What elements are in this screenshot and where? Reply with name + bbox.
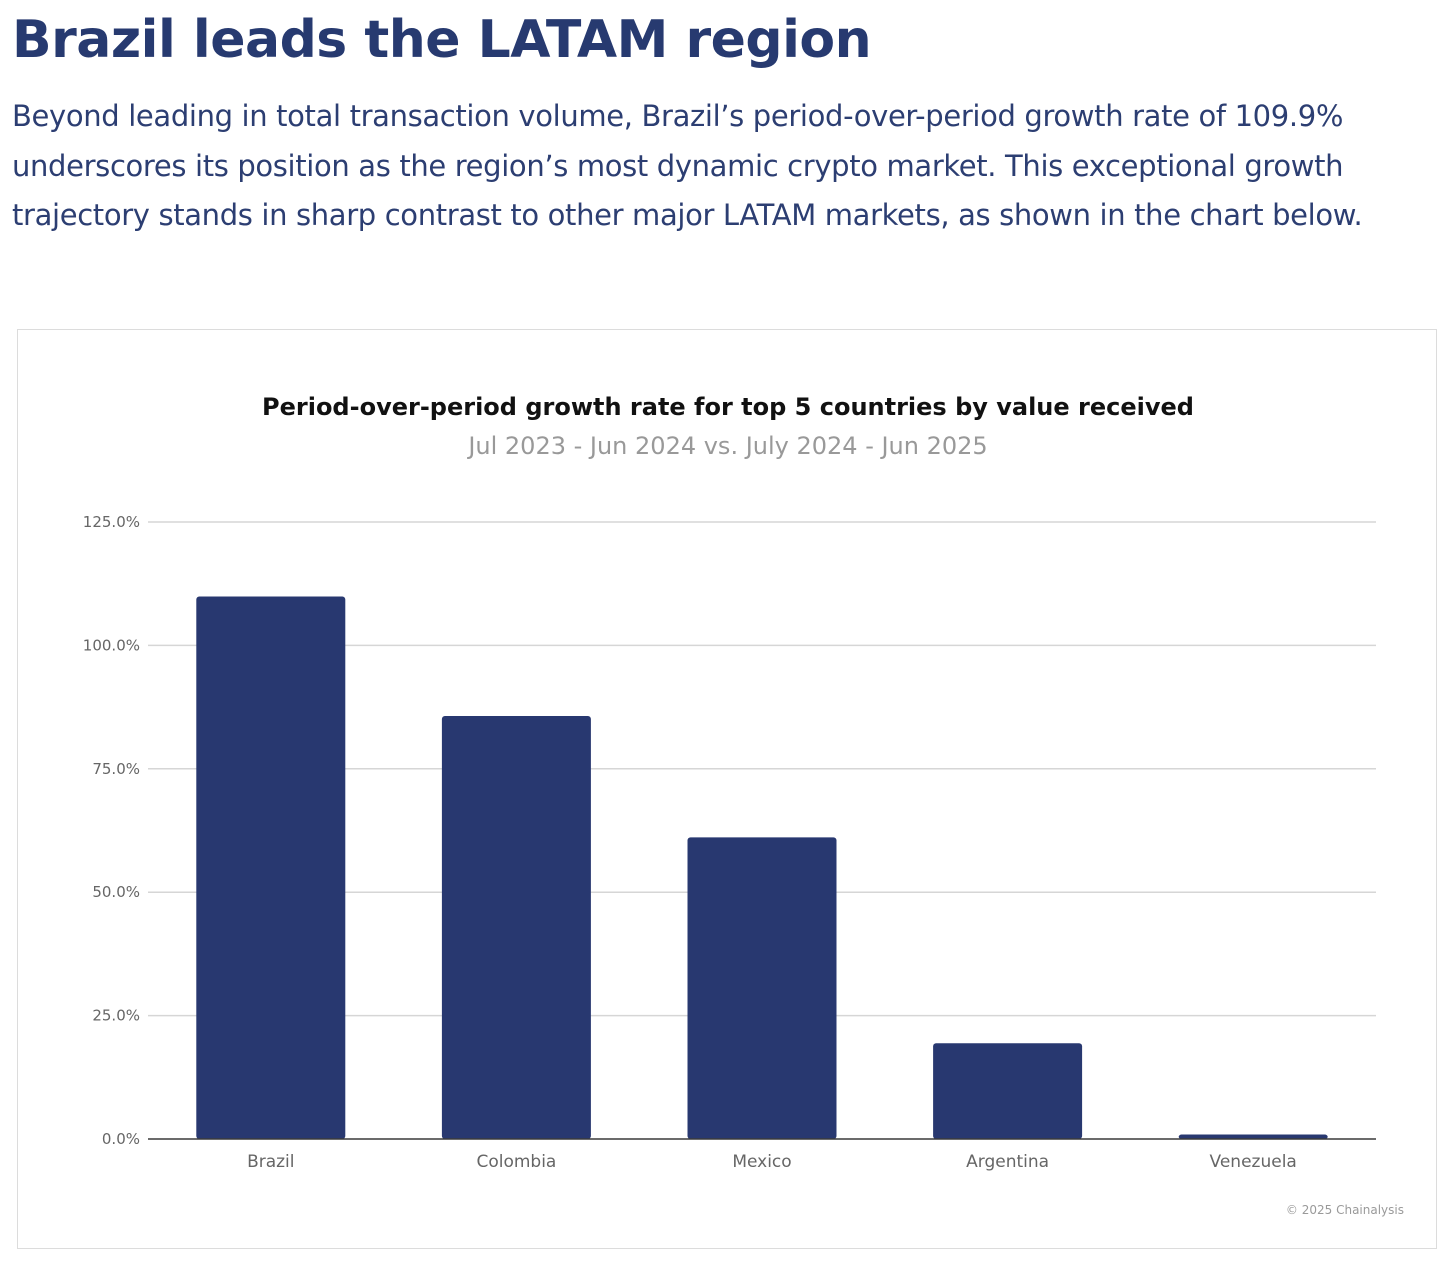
bar-venezuela — [1178, 1134, 1328, 1139]
y-tick-label: 0.0% — [102, 1130, 140, 1148]
bar-argentina — [933, 1043, 1083, 1139]
x-tick-label: Brazil — [247, 1152, 294, 1172]
headline: Brazil leads the LATAM region — [12, 10, 872, 70]
intro-paragraph: Beyond leading in total transaction volu… — [12, 99, 1363, 233]
bars — [196, 596, 1328, 1139]
y-axis-ticks: 0.0% 25.0% 50.0% 75.0% 100.0% 125.0% — [83, 513, 140, 1148]
y-tick-label: 125.0% — [83, 513, 140, 531]
chart-subtitle: Jul 2023 - Jun 2024 vs. July 2024 - Jun … — [466, 432, 987, 460]
x-tick-label: Venezuela — [1210, 1152, 1297, 1172]
bar-chart: Period-over-period growth rate for top 5… — [83, 393, 1404, 1217]
source-credit: © 2025 Chainalysis — [1286, 1203, 1404, 1217]
x-tick-label: Mexico — [732, 1152, 791, 1172]
gridlines — [148, 521, 1376, 1017]
bar-mexico — [687, 837, 837, 1139]
x-tick-label: Argentina — [966, 1152, 1049, 1172]
chart-title: Period-over-period growth rate for top 5… — [262, 393, 1194, 421]
bar-brazil — [196, 596, 346, 1139]
chart-card: Period-over-period growth rate for top 5… — [17, 329, 1437, 1249]
y-tick-label: 50.0% — [92, 883, 140, 901]
x-axis-ticks: Brazil Colombia Mexico Argentina Venezuela — [247, 1152, 1297, 1172]
y-tick-label: 25.0% — [92, 1007, 140, 1025]
y-tick-label: 75.0% — [92, 760, 140, 778]
bar-colombia — [441, 715, 591, 1139]
y-tick-label: 100.0% — [83, 636, 140, 654]
x-tick-label: Colombia — [476, 1152, 556, 1172]
